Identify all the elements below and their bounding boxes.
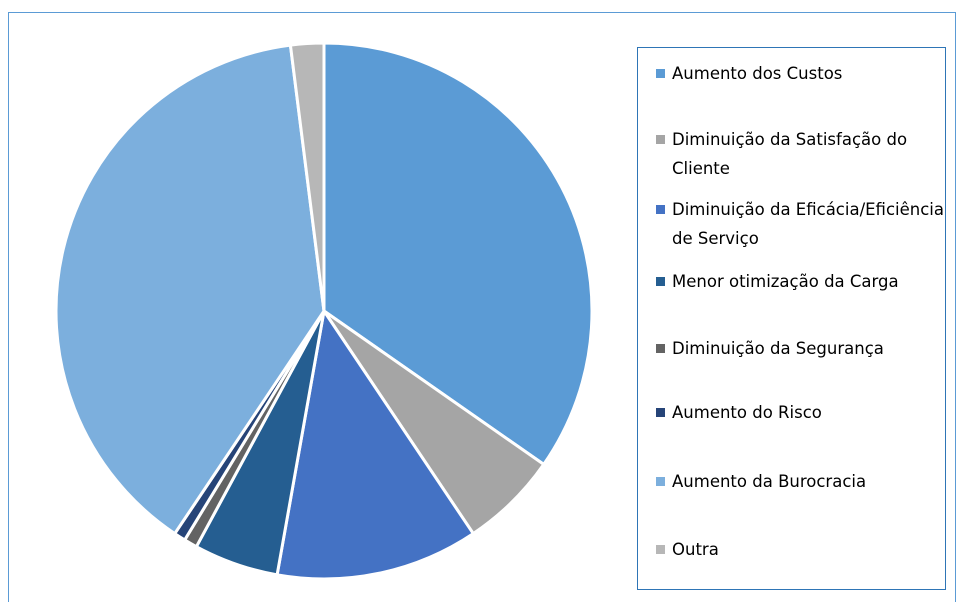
chart-frame <box>8 12 956 602</box>
legend: Aumento dos Custos Diminuição da Satisfaç… <box>637 47 946 590</box>
pie-slice <box>275 309 475 581</box>
legend-label: Menor otimização da Carga <box>672 272 899 291</box>
legend-item: Diminuição da Segurança <box>656 334 946 363</box>
legend-swatch <box>656 408 665 417</box>
legend-swatch <box>656 69 665 78</box>
pie-chart <box>54 41 594 581</box>
legend-swatch <box>656 135 665 144</box>
legend-label: Aumento da Burocracia <box>672 472 867 491</box>
legend-label: Aumento dos Custos <box>672 64 843 83</box>
legend-label: Outra <box>672 540 719 559</box>
legend-label: Diminuição da Segurança <box>672 339 884 358</box>
legend-item: Diminuição da Satisfação do Cliente <box>656 125 946 183</box>
legend-swatch <box>656 344 665 353</box>
legend-item: Aumento dos Custos <box>656 59 946 88</box>
legend-swatch <box>656 477 665 486</box>
legend-item: Aumento do Risco <box>656 398 946 427</box>
legend-swatch <box>656 277 665 286</box>
legend-swatch <box>656 545 665 554</box>
legend-item: Outra <box>656 535 946 564</box>
legend-swatch <box>656 205 665 214</box>
legend-label: Diminuição da Satisfação do Cliente <box>672 130 908 178</box>
legend-label: Aumento do Risco <box>672 403 822 422</box>
legend-item: Menor otimização da Carga <box>656 267 946 296</box>
legend-item: Aumento da Burocracia <box>656 467 946 496</box>
pie-slice <box>54 43 326 536</box>
legend-item: Diminuição da Eficácia/Eficiência de Ser… <box>656 195 946 253</box>
pie-slice <box>322 41 594 466</box>
legend-label: Diminuição da Eficácia/Eficiência de Ser… <box>672 200 944 248</box>
pie-slice <box>288 41 326 313</box>
